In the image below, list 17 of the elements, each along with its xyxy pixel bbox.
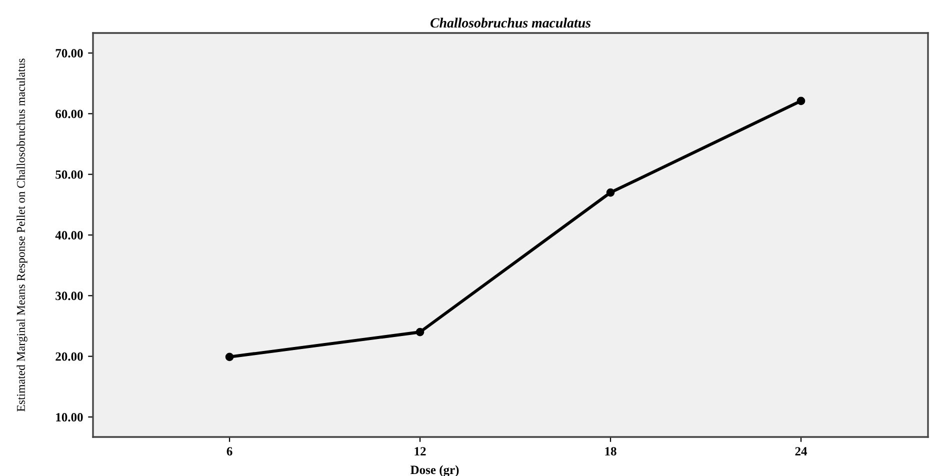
x-tick-label: 6 [226,447,232,456]
y-tick-label: 10.00 [56,413,83,422]
y-axis-title: Estimated Marginal Means Response Pellet on Challosobruchus maculatus [16,58,28,412]
y-tick-label: 20.00 [56,352,83,361]
point [416,328,424,336]
y-tick-label: 30.00 [56,292,83,300]
y-tick-label: 70.00 [56,49,83,58]
x-tick-label: 24 [795,447,808,456]
point [606,188,615,197]
x-tick-label: 18 [605,447,616,456]
chart-title: Challosobruchus maculatus [430,18,591,28]
x-tick-label: 12 [414,447,426,456]
point [225,352,234,362]
point [796,96,806,106]
y-tick-label: 60.00 [56,110,83,118]
y-tick-label: 40.00 [55,231,83,240]
y-tick-label: 50.00 [56,170,83,179]
